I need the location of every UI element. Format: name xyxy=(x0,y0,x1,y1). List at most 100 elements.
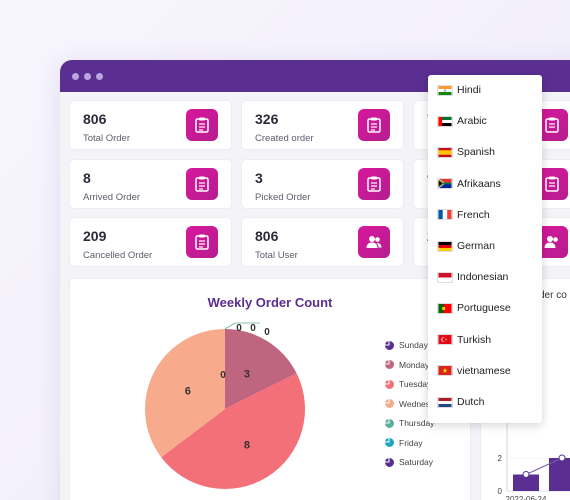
stat-label: Created order xyxy=(255,133,314,144)
stat-value: 209 xyxy=(83,228,107,244)
line-point[interactable] xyxy=(558,454,566,462)
language-option-hindi[interactable]: Hindi xyxy=(437,84,481,96)
bar[interactable] xyxy=(513,474,539,492)
stat-value: 806 xyxy=(255,228,279,244)
turkey-flag-icon xyxy=(437,334,453,346)
language-option-dutch[interactable]: Dutch xyxy=(437,396,484,408)
pie-slice-icon xyxy=(385,438,394,447)
language-option-turkish[interactable]: Turkish xyxy=(437,334,491,346)
legend-item[interactable]: Thursday xyxy=(385,418,434,428)
stat-label: Total User xyxy=(255,250,298,261)
legend-label: Monday xyxy=(399,359,430,370)
window-dot xyxy=(96,72,103,80)
users-icon xyxy=(358,226,390,258)
legend-item[interactable]: Monday xyxy=(385,360,429,370)
stat-card-arrived-order[interactable]: 8 Arrived Order xyxy=(69,159,232,209)
stat-card-picked-order[interactable]: 3 Picked Order xyxy=(241,159,404,209)
stat-label: Arrived Order xyxy=(83,192,141,203)
pie-data-label: 6 xyxy=(185,385,191,397)
language-option-german[interactable]: German xyxy=(437,240,495,252)
legend-item[interactable]: Sunday xyxy=(385,340,428,350)
stat-label: Cancelled Order xyxy=(83,250,153,261)
portugal-flag-icon xyxy=(437,302,453,314)
bar[interactable] xyxy=(549,458,570,491)
clipboard-icon xyxy=(358,109,390,141)
stat-card-total-user[interactable]: 806 Total User xyxy=(241,217,404,267)
language-label: Portuguese xyxy=(457,302,511,315)
language-label: French xyxy=(457,208,490,221)
pie-slice-icon xyxy=(385,418,394,428)
pie-slice[interactable] xyxy=(225,329,297,409)
france-flag-icon xyxy=(437,209,453,221)
stat-card-created-order[interactable]: 326 Created order xyxy=(241,100,404,150)
stat-value: 806 xyxy=(83,111,107,127)
language-option-spanish[interactable]: Spanish xyxy=(437,146,495,158)
legend-label: Saturday xyxy=(399,457,434,467)
clipboard-icon xyxy=(186,226,218,258)
india-flag-icon xyxy=(437,84,453,96)
legend-label: Friday xyxy=(399,437,423,448)
x-tick-label: 2022-06-24 xyxy=(506,495,547,500)
pie-slice-icon xyxy=(385,457,394,467)
chart-title: Weekly Order Count xyxy=(207,295,333,310)
language-option-vietnamese[interactable]: vietnamese xyxy=(437,365,511,377)
clipboard-icon xyxy=(186,109,218,141)
language-option-indonesian[interactable]: Indonesian xyxy=(437,271,508,283)
netherlands-flag-icon xyxy=(437,396,453,408)
germany-flag-icon xyxy=(437,240,453,252)
stat-value: 8 xyxy=(83,170,91,186)
pie-slice-icon xyxy=(385,379,394,389)
language-label: Dutch xyxy=(457,396,485,408)
language-label: Turkish xyxy=(457,333,492,346)
stat-label: Total Order xyxy=(83,133,130,144)
pie-data-label: 0 xyxy=(250,323,256,334)
window-dot xyxy=(72,72,79,80)
language-label: vietnamese xyxy=(457,364,511,377)
language-label: Hindi xyxy=(457,84,481,96)
language-option-french[interactable]: French xyxy=(437,209,490,221)
legend-label: Thursday xyxy=(399,418,435,428)
bar-chart: 0 2 2022-06-24 xyxy=(498,328,570,500)
stat-label: Picked Order xyxy=(255,192,311,203)
pie-data-label: 0 xyxy=(264,327,270,338)
language-option-afrikaans[interactable]: Afrikaans xyxy=(437,178,501,190)
pie-slice-icon xyxy=(385,399,394,408)
legend-label: Sunday xyxy=(399,340,428,350)
pie-slice-icon xyxy=(385,340,394,350)
pie-data-label: 0 xyxy=(220,370,226,381)
line-series xyxy=(525,457,563,475)
clipboard-icon xyxy=(358,168,390,200)
pie-data-label: 3 xyxy=(244,369,250,381)
language-label: Afrikaans xyxy=(457,177,501,190)
clipboard-icon xyxy=(186,168,218,200)
pie-slice[interactable] xyxy=(145,329,225,458)
pie-slice[interactable] xyxy=(161,373,305,489)
stat-value: 3 xyxy=(255,170,263,186)
stat-value: 326 xyxy=(255,111,279,127)
language-option-arabic[interactable]: Arabic xyxy=(437,115,487,127)
pie-data-label: 0 xyxy=(236,323,242,334)
vietnam-flag-icon xyxy=(437,365,453,377)
y-tick-label: 0 xyxy=(498,487,503,496)
legend-item[interactable]: Saturday xyxy=(385,457,433,467)
pie-data-label: 8 xyxy=(244,439,250,451)
window-dot xyxy=(84,72,91,80)
south-africa-flag-icon xyxy=(437,178,453,190)
line-point[interactable] xyxy=(522,471,530,478)
pie-slice-icon xyxy=(385,360,394,369)
bar-chart-title: der co xyxy=(539,290,567,301)
language-option-portuguese[interactable]: Portuguese xyxy=(437,302,511,314)
stat-card-cancelled-order[interactable]: 209 Cancelled Order xyxy=(69,217,232,267)
legend-item[interactable]: Tuesday xyxy=(385,379,431,389)
language-label: German xyxy=(457,240,495,252)
stat-card-total-order[interactable]: 806 Total Order xyxy=(69,100,232,150)
legend-label: Wednes xyxy=(399,398,431,409)
language-dropdown[interactable]: Hindi Arabic Spanish Afrikaans French German I… xyxy=(428,75,542,423)
legend-item[interactable]: Friday xyxy=(385,438,423,448)
spain-flag-icon xyxy=(437,146,453,158)
language-label: Indonesian xyxy=(457,271,509,284)
legend-item[interactable]: Wednes xyxy=(385,399,430,409)
uae-flag-icon xyxy=(437,115,453,127)
indonesia-flag-icon xyxy=(437,271,453,283)
y-tick-label: 2 xyxy=(498,454,503,463)
